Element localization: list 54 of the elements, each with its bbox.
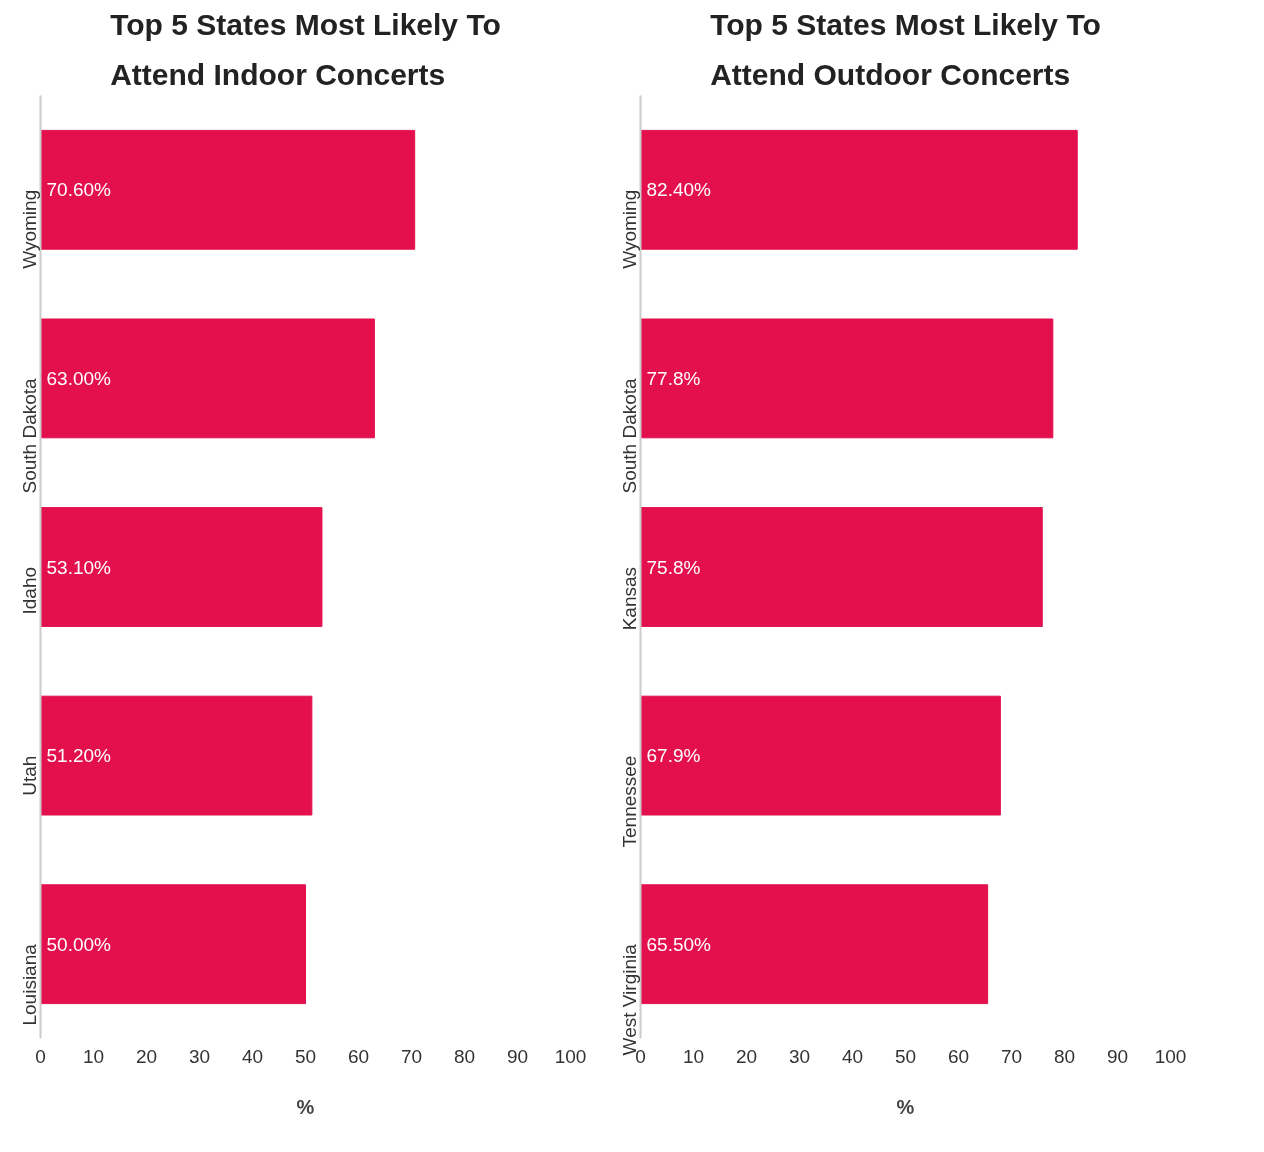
y-tick-label: South Dakota <box>19 377 40 494</box>
x-axis-title: % <box>296 1095 315 1118</box>
bar <box>640 695 1001 816</box>
bar <box>40 507 323 627</box>
x-tick-label: 100 <box>554 1045 587 1067</box>
chart-title: Top 5 States Most Likely To Attend Outdoor Concerts <box>710 8 1101 91</box>
x-tick-label: 20 <box>735 1045 758 1067</box>
x-tick-label: 10 <box>82 1045 105 1067</box>
y-tick-label: Louisiana <box>19 943 40 1026</box>
x-axis-title: % <box>896 1095 915 1118</box>
y-tick-label: Wyoming <box>619 189 640 269</box>
bar <box>640 129 1078 250</box>
x-tick-label: 20 <box>135 1045 158 1067</box>
x-tick-label: 60 <box>947 1045 970 1067</box>
data-label: 51.20% <box>46 745 112 767</box>
data-label: 70.60% <box>46 179 112 201</box>
bar <box>640 507 1043 627</box>
data-label: 63.00% <box>46 367 112 389</box>
x-tick-label: 30 <box>788 1045 811 1067</box>
data-label: 53.10% <box>46 556 112 578</box>
bar <box>640 318 1054 439</box>
x-tick-label: 90 <box>1106 1045 1129 1067</box>
x-tick-label: 80 <box>1053 1045 1076 1067</box>
x-tick-label: 90 <box>506 1045 529 1067</box>
x-tick-label: 50 <box>894 1045 917 1067</box>
x-tick-label: 70 <box>1000 1045 1023 1067</box>
chart-title: Top 5 States Most Likely To Attend Indoor Concerts <box>110 8 501 91</box>
data-label: 65.50% <box>646 933 712 955</box>
data-label: 50.00% <box>46 933 112 955</box>
x-tick-label: 40 <box>841 1045 864 1067</box>
bar <box>40 884 306 1005</box>
y-tick-label: Idaho <box>19 567 40 615</box>
x-tick-label: 100 <box>1154 1045 1187 1067</box>
bar <box>640 884 989 1005</box>
x-tick-label: 50 <box>294 1045 317 1067</box>
x-tick-label: 70 <box>400 1045 423 1067</box>
x-tick-label: 10 <box>682 1045 705 1067</box>
bar <box>40 129 416 250</box>
y-tick-label: South Dakota <box>619 377 640 494</box>
data-label: 75.8% <box>646 556 701 578</box>
x-tick-label: 30 <box>188 1045 211 1067</box>
y-tick-label: Utah <box>19 755 40 796</box>
y-tick-label: Tennessee <box>619 755 640 848</box>
data-label: 77.8% <box>646 367 701 389</box>
x-tick-label: 80 <box>453 1045 476 1067</box>
y-tick-label: Wyoming <box>19 189 40 269</box>
bar <box>40 318 375 439</box>
data-label: 82.40% <box>646 179 712 201</box>
x-tick-label: 60 <box>347 1045 370 1067</box>
y-tick-label: Kansas <box>619 567 640 631</box>
x-tick-label: 0 <box>35 1045 46 1067</box>
bar <box>40 695 313 816</box>
data-label: 67.9% <box>646 745 701 767</box>
x-tick-label: 40 <box>241 1045 264 1067</box>
